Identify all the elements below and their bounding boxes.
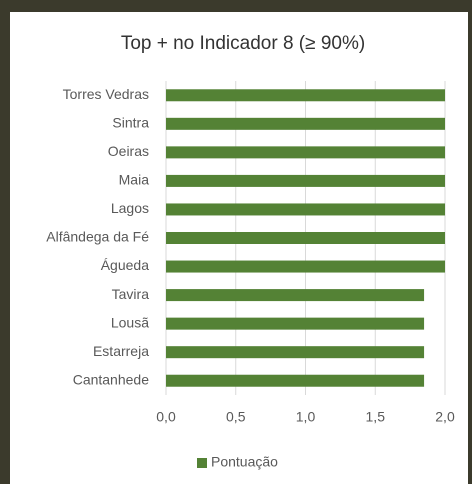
bar	[166, 146, 445, 159]
y-tick-label: Cantanhede	[73, 371, 150, 387]
bar	[166, 232, 445, 244]
y-tick-label: Águeda	[101, 257, 149, 273]
y-tick-label: Maia	[119, 172, 150, 188]
x-tick-label: 0,5	[226, 409, 246, 425]
y-tick-label: Oeiras	[108, 143, 149, 159]
y-tick-label: Sintra	[112, 115, 149, 131]
chart-title: Top + no Indicador 8 (≥ 90%)	[121, 33, 365, 54]
bar	[166, 317, 425, 330]
legend-label: Pontuação	[211, 454, 278, 470]
y-tick-label: Lousã	[111, 314, 149, 330]
bar	[166, 203, 445, 216]
x-tick-label: 1,0	[296, 409, 316, 425]
y-tick-label: Torres Vedras	[63, 86, 149, 102]
x-tick-label: 2,0	[435, 409, 455, 425]
y-tick-label: Estarreja	[93, 343, 149, 359]
bar	[166, 346, 425, 359]
bar	[166, 289, 425, 302]
bar	[166, 174, 445, 187]
y-tick-label: Tavira	[112, 286, 150, 302]
x-tick-label: 1,5	[366, 409, 386, 425]
y-tick-label: Lagos	[111, 200, 149, 216]
bar	[166, 117, 445, 130]
bar	[166, 260, 445, 273]
legend-swatch	[197, 458, 207, 468]
bar	[166, 374, 425, 387]
x-tick-label: 0,0	[156, 409, 176, 425]
bar	[166, 89, 445, 102]
y-tick-label: Alfândega da Fé	[46, 229, 149, 245]
